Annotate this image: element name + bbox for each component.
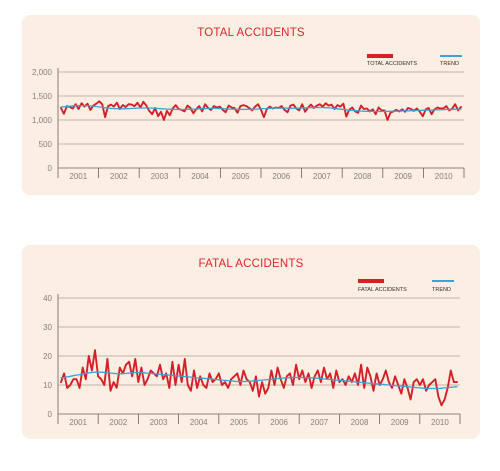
y-tick-label: 40 [43, 294, 52, 303]
x-tick-label: 2006 [272, 172, 290, 181]
x-tick-label: 2009 [391, 418, 409, 427]
y-tick-label: 20 [43, 352, 52, 361]
x-tick-label: 2008 [354, 172, 372, 181]
fatal-accidents-panel: FATAL ACCIDENTS 0 10 20 30 40 2001 2002 2003 2004… [22, 245, 480, 439]
x-tick-label: 2003 [151, 172, 169, 181]
y-tick-label: 1,000 [32, 116, 53, 125]
legend-swatch [432, 280, 454, 282]
x-tick-label: 2010 [431, 418, 449, 427]
series-line-trend [60, 371, 458, 390]
x-tick-label: 2010 [435, 172, 453, 181]
y-tick-label: 1,500 [32, 92, 53, 101]
legend-label: TREND [432, 287, 451, 293]
x-tick-label: 2004 [191, 172, 209, 181]
y-tick-label: 0 [48, 410, 53, 419]
x-tick-label: 2002 [109, 418, 127, 427]
x-tick-label: 2006 [270, 418, 288, 427]
legend-label: TOTAL ACCIDENTS [367, 61, 417, 67]
x-tick-label: 2005 [230, 418, 248, 427]
x-tick-label: 2002 [110, 172, 128, 181]
series-line-accidents [60, 349, 458, 407]
x-tick-label: 2007 [313, 172, 331, 181]
legend-swatch [440, 55, 462, 57]
legend-label: TREND [440, 61, 459, 67]
series-line-trend [60, 104, 462, 113]
fatal-accidents-chart: FATAL ACCIDENTS 0 10 20 30 40 2001 2002 2003 2004… [43, 258, 461, 427]
chart-title: TOTAL ACCIDENTS [197, 27, 305, 39]
y-tick-label: 2,000 [32, 68, 53, 77]
total-accidents-panel: TOTAL ACCIDENTS 0 500 1,000 1,500 2,000 2001 20… [22, 15, 480, 195]
x-tick-label: 2001 [69, 418, 87, 427]
x-tick-label: 2004 [190, 418, 208, 427]
x-tick-label: 2005 [232, 172, 250, 181]
chart-title: FATAL ACCIDENTS [198, 258, 303, 270]
x-tick-label: 2003 [150, 418, 168, 427]
y-tick-label: 500 [39, 140, 53, 149]
x-tick-label: 2008 [351, 418, 369, 427]
total-accidents-chart: TOTAL ACCIDENTS 0 500 1,000 1,500 2,000 2001 20… [32, 27, 465, 181]
x-tick-label: 2001 [69, 172, 87, 181]
y-tick-label: 0 [48, 164, 53, 173]
y-tick-label: 10 [43, 381, 52, 390]
legend-swatch [367, 54, 393, 58]
x-tick-label: 2007 [310, 418, 328, 427]
x-tick-label: 2009 [394, 172, 412, 181]
y-gridlines [58, 71, 464, 145]
y-tick-label: 30 [43, 323, 52, 332]
legend-label: FATAL ACCIDENTS [358, 287, 407, 293]
legend-swatch [358, 279, 384, 283]
